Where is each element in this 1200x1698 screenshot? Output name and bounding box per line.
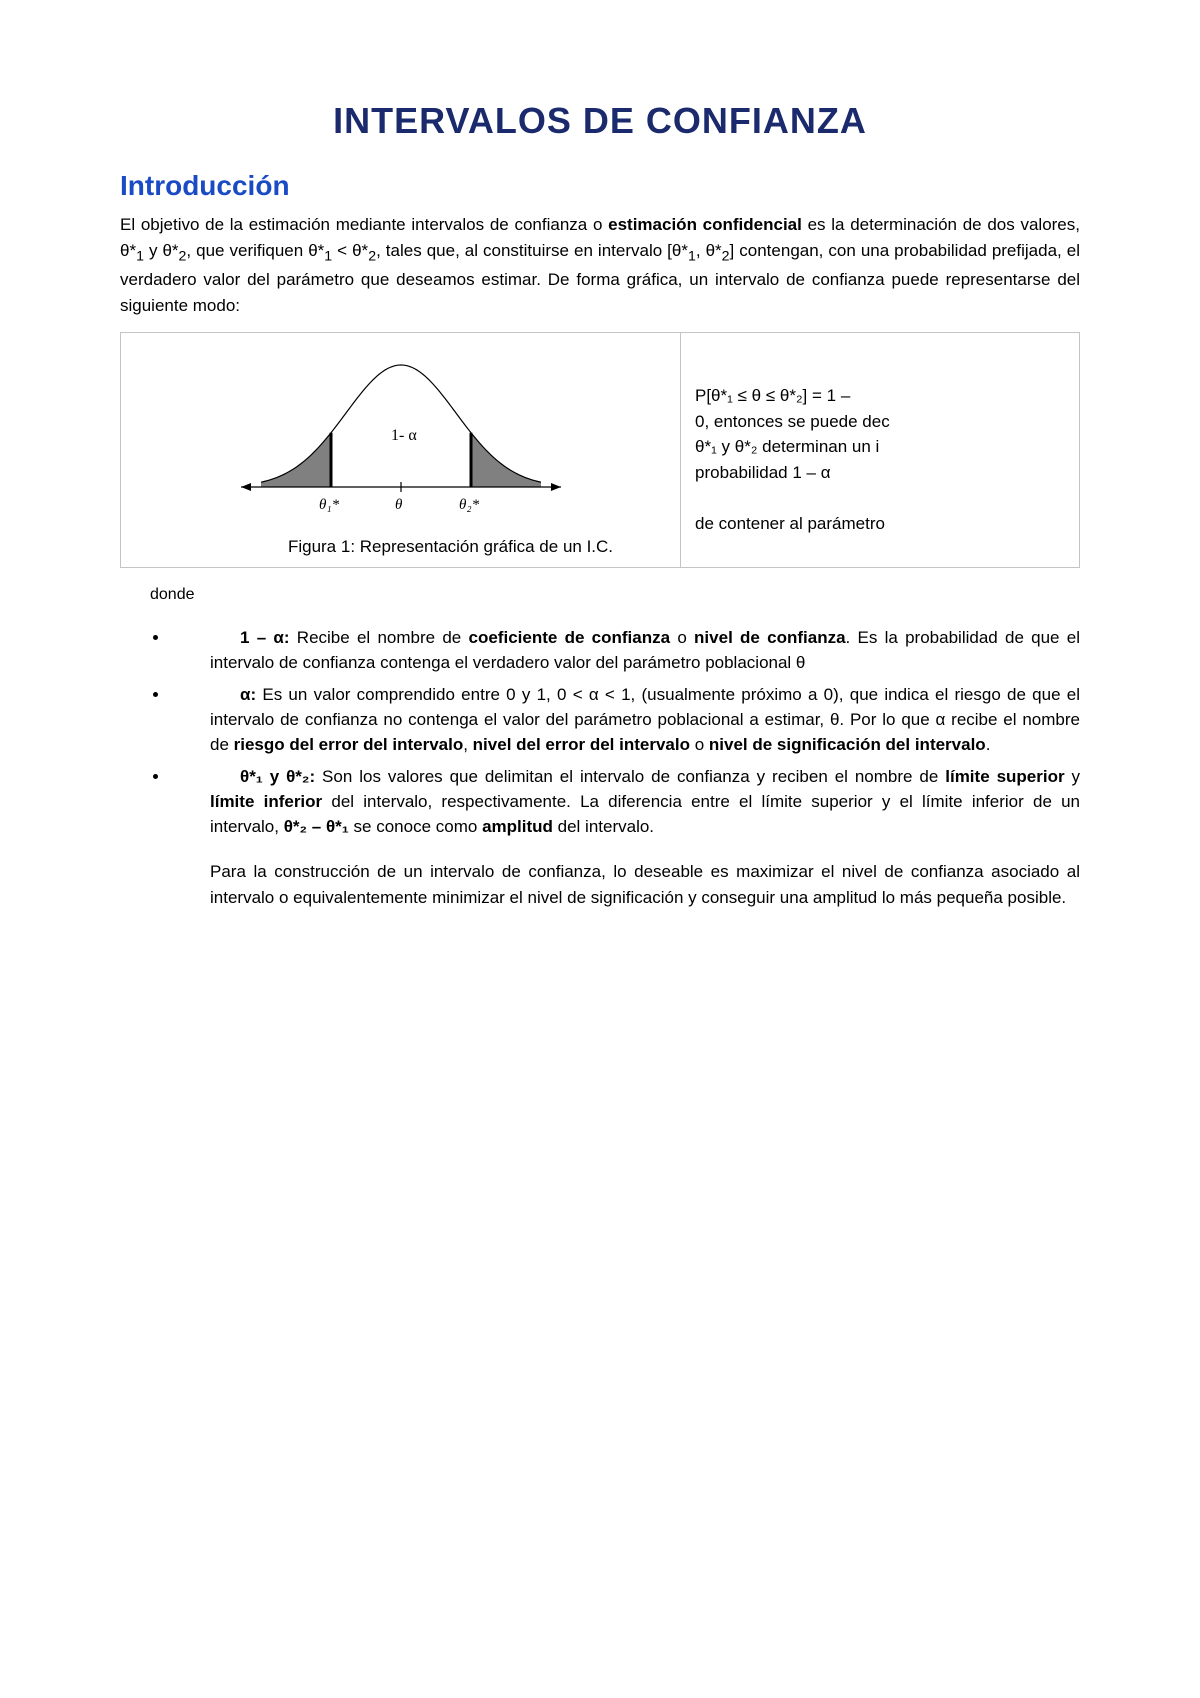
page-title: INTERVALOS DE CONFIANZA <box>120 100 1080 142</box>
section-heading: Introducción <box>120 170 1080 202</box>
definition-body: Es un valor comprendido entre 0 y 1, 0 <… <box>210 685 1080 753</box>
figure-side-text-line: 0, entonces se puede dec <box>695 409 1079 435</box>
definition-lead: 1 – α: <box>240 628 290 647</box>
figure-caption: Figura 1: Representación gráfica de un I… <box>168 537 633 557</box>
figure-right-panel: P[θ*₁ ≤ θ ≤ θ*₂] = 1 –0, entonces se pue… <box>681 333 1079 567</box>
svg-text:θ₁*: θ₁* <box>319 497 340 513</box>
figure-container: 1- α θ₁* θ θ₂* Figura 1: Representación grá… <box>120 332 1080 568</box>
definition-item: θ*₁ y θ*₂: Son los valores que delimitan… <box>170 765 1080 839</box>
definition-lead: θ*₁ y θ*₂: <box>240 767 315 786</box>
closing-paragraph: Para la construcción de un intervalo de … <box>210 859 1080 910</box>
definition-item: 1 – α: Recibe el nombre de coeficiente d… <box>170 626 1080 675</box>
definition-lead: α: <box>240 685 256 704</box>
svg-text:θ: θ <box>395 497 403 513</box>
definition-item: α: Es un valor comprendido entre 0 y 1, … <box>170 683 1080 757</box>
definition-body: Son los valores que delimitan el interva… <box>210 767 1080 835</box>
svg-text:θ₂*: θ₂* <box>459 497 480 513</box>
figure-side-text-line: θ*₁ y θ*₂ determinan un i <box>695 434 1079 460</box>
intro-paragraph: El objetivo de la estimación mediante in… <box>120 212 1080 318</box>
figure-side-text-line: probabilidad 1 – α <box>695 460 1079 486</box>
svg-text:1- α: 1- α <box>391 427 417 444</box>
definitions-list: 1 – α: Recibe el nombre de coeficiente d… <box>150 626 1080 839</box>
definition-body: Recibe el nombre de coeficiente de confi… <box>210 628 1080 672</box>
bell-curve-chart: 1- α θ₁* θ θ₂* <box>221 347 581 527</box>
donde-label: donde <box>150 586 1080 604</box>
figure-side-text-line: P[θ*₁ ≤ θ ≤ θ*₂] = 1 – <box>695 383 1079 409</box>
figure-side-text-line <box>695 485 1079 511</box>
figure-side-text-line: de contener al parámetro <box>695 511 1079 537</box>
figure-left-panel: 1- α θ₁* θ θ₂* Figura 1: Representación grá… <box>121 333 681 567</box>
